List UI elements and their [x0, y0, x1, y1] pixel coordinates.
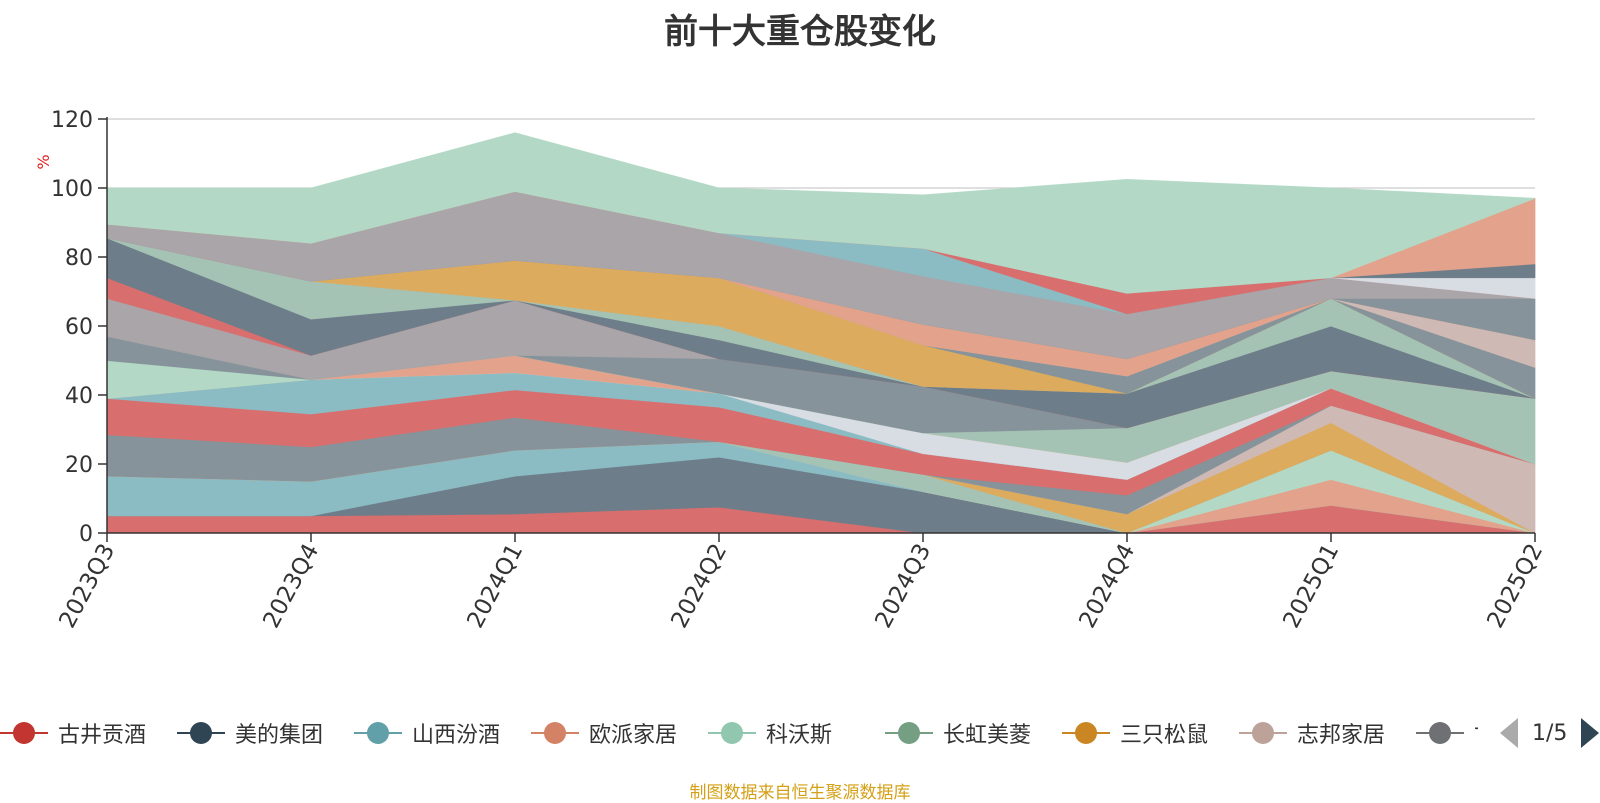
legend-page-indicator: 1/5 [1532, 720, 1568, 746]
x-tick-label: 2024Q3 [870, 540, 936, 633]
y-tick-label: 20 [65, 453, 93, 478]
legend-label: 科沃斯 [766, 723, 833, 748]
y-tick-label: 100 [51, 177, 93, 202]
legend-marker-icon [0, 720, 48, 746]
x-tick-label: 2024Q2 [666, 540, 732, 633]
legend-item[interactable]: 志邦家居 [1239, 716, 1385, 750]
legend-label: 甘源食品 [1474, 717, 1478, 749]
legend-item[interactable]: 古井贡酒 [0, 716, 146, 750]
legend-marker-icon [531, 720, 579, 746]
x-tick-label: 2024Q1 [462, 540, 528, 633]
legend-label: 长虹美菱 [943, 723, 1032, 748]
legend-item[interactable]: 科沃斯 [708, 716, 832, 750]
legend-label: 山西汾酒 [412, 723, 501, 748]
legend-marker-icon [177, 720, 225, 746]
legend-item[interactable]: 三只松鼠 [1062, 716, 1208, 750]
legend-pager: 1/5 [1500, 716, 1600, 750]
y-axis-label: % [34, 154, 53, 169]
x-tick-label: 2023Q4 [258, 540, 324, 633]
legend-marker-icon [1062, 720, 1110, 746]
legend-marker-icon [1416, 720, 1464, 746]
legend-marker-icon [354, 720, 402, 746]
legend: 古井贡酒 美的集团 山西汾酒 欧派家居 科沃斯 长虹美菱 三只松鼠 志邦家居 甘源食品 [0, 716, 1478, 750]
y-tick-label: 0 [79, 522, 93, 547]
legend-item[interactable]: 美的集团 [177, 716, 323, 750]
legend-marker-icon [1239, 720, 1287, 746]
legend-label: 美的集团 [235, 723, 324, 748]
legend-marker-icon [708, 720, 756, 746]
x-tick-label: 2025Q1 [1278, 540, 1344, 633]
x-tick-label: 2025Q2 [1482, 540, 1548, 633]
legend-next-page-icon[interactable] [1581, 718, 1600, 748]
source-note: 制图数据来自恒生聚源数据库 [689, 783, 911, 803]
chart-title: 前十大重仓股变化 [664, 12, 936, 52]
x-tick-label: 2024Q4 [1074, 540, 1140, 633]
legend-label: 欧派家居 [589, 723, 678, 748]
y-tick-label: 40 [65, 384, 93, 409]
legend-marker-icon [885, 720, 933, 746]
legend-label: 志邦家居 [1297, 723, 1386, 748]
legend-item[interactable]: 甘源食品 [1416, 716, 1478, 750]
y-tick-label: 60 [65, 315, 93, 340]
y-tick-label: 80 [65, 246, 93, 271]
legend-item[interactable]: 欧派家居 [531, 716, 677, 750]
legend-label: 三只松鼠 [1120, 723, 1209, 748]
legend-prev-page-icon[interactable] [1500, 718, 1518, 748]
legend-label: 古井贡酒 [58, 723, 147, 748]
area-series[interactable] [106, 132, 1536, 294]
x-tick-label: 2023Q3 [54, 540, 120, 633]
stacked-areas [106, 132, 1536, 534]
legend-item[interactable]: 长虹美菱 [885, 716, 1031, 750]
legend-item[interactable]: 山西汾酒 [354, 716, 500, 750]
y-tick-label: 120 [51, 108, 93, 133]
